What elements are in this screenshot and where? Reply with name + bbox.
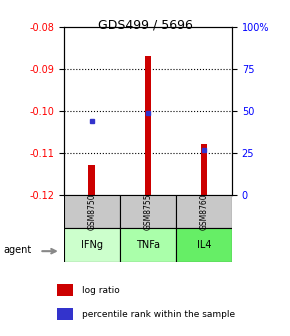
Text: percentile rank within the sample: percentile rank within the sample — [82, 310, 235, 319]
Text: GDS499 / 5696: GDS499 / 5696 — [97, 18, 193, 32]
Text: log ratio: log ratio — [82, 286, 120, 295]
Bar — [120, 228, 176, 262]
Bar — [176, 195, 232, 228]
Bar — [64, 195, 120, 228]
Text: TNFa: TNFa — [136, 240, 160, 250]
Text: IFNg: IFNg — [81, 240, 103, 250]
Bar — [201, 144, 207, 195]
Text: IL4: IL4 — [197, 240, 211, 250]
Bar — [64, 228, 120, 262]
Bar — [176, 228, 232, 262]
Bar — [88, 166, 95, 195]
Bar — [144, 56, 151, 195]
Text: GSM8755: GSM8755 — [143, 193, 153, 230]
Text: agent: agent — [3, 245, 31, 255]
Bar — [57, 308, 73, 320]
Bar — [120, 195, 176, 228]
Text: GSM8750: GSM8750 — [87, 193, 96, 230]
Text: GSM8760: GSM8760 — [200, 193, 209, 230]
Bar — [57, 284, 73, 296]
